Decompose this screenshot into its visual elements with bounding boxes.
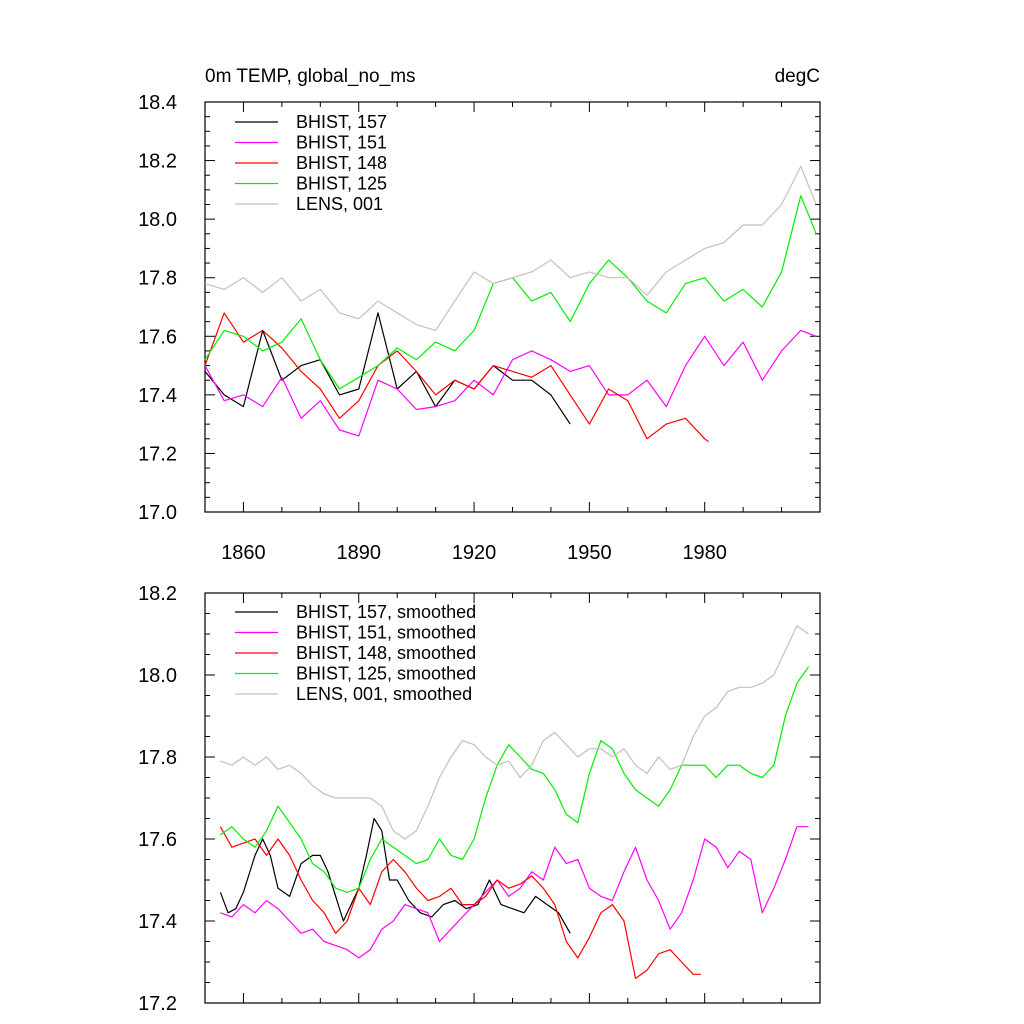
series-line: [220, 625, 809, 840]
y-tick-label: 17.8: [138, 747, 177, 769]
x-tick-label: 1860: [221, 542, 266, 564]
series-line: [219, 817, 571, 934]
y-tick-label: 17.8: [138, 268, 177, 290]
y-tick-label: 18.0: [138, 665, 177, 687]
legend-label: BHIST, 125, smoothed: [296, 664, 476, 684]
x-tick-label: 1920: [452, 542, 497, 564]
y-tick-label: 17.6: [138, 829, 177, 851]
legend-label: BHIST, 148, smoothed: [296, 643, 476, 663]
top-panel: 0m TEMP, global_no_ms degC 17.0 17.2 17.4 1…: [138, 66, 821, 564]
x-tick-label: 1980: [682, 542, 727, 564]
series-line: [204, 329, 817, 437]
legend-label: LENS, 001: [296, 194, 383, 214]
series-line: [220, 826, 809, 959]
legend-label: BHIST, 125: [296, 174, 387, 194]
y-tick-label: 18.2: [138, 151, 177, 173]
series-line: [204, 195, 817, 390]
y-tick-label: 18.0: [138, 209, 177, 231]
series-line: [204, 165, 817, 331]
y-tick-label: 17.4: [138, 911, 177, 933]
series-line: [204, 312, 571, 425]
legend-label: BHIST, 157, smoothed: [296, 602, 476, 622]
y-tick-label: 17.6: [138, 326, 177, 348]
legend-label: LENS, 001, smoothed: [296, 684, 472, 704]
units-label: degC: [775, 66, 820, 87]
y-tick-label: 18.4: [138, 92, 177, 114]
series-line: [204, 312, 709, 443]
y-tick-label: 17.2: [138, 993, 177, 1015]
chart-title: 0m TEMP, global_no_ms: [205, 66, 416, 87]
x-tick-label: 1890: [337, 542, 382, 564]
y-tick-label: 17.2: [138, 443, 177, 465]
y-tick-label: 17.4: [138, 385, 177, 407]
x-tick-label: 1950: [567, 542, 612, 564]
y-tick-label: 18.2: [138, 583, 177, 605]
series-line: [219, 826, 701, 980]
legend-label: BHIST, 151, smoothed: [296, 623, 476, 643]
legend-label: BHIST, 148: [296, 153, 387, 173]
legend-label: BHIST, 151: [296, 133, 387, 153]
y-tick-label: 17.0: [138, 502, 177, 524]
series-line: [220, 666, 809, 893]
bottom-panel: 17.2 17.4 17.6 17.8 18.0 18.2 BHIST, 157, smoo…: [138, 583, 821, 1015]
legend-label: BHIST, 157: [296, 112, 387, 132]
